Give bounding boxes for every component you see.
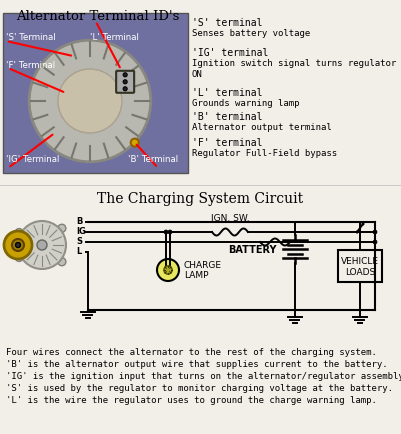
- Circle shape: [372, 230, 376, 234]
- Text: Alternator Terminal ID's: Alternator Terminal ID's: [16, 10, 179, 23]
- Text: 'B' is the alternator output wire that supplies current to the battery.: 'B' is the alternator output wire that s…: [6, 360, 387, 369]
- Text: Alternator output terminal: Alternator output terminal: [192, 123, 331, 132]
- Text: ON: ON: [192, 70, 202, 79]
- Text: S: S: [76, 237, 82, 247]
- Text: The Charging System Circuit: The Charging System Circuit: [97, 192, 302, 206]
- Text: 'S' is used by the regulator to monitor charging voltage at the battery.: 'S' is used by the regulator to monitor …: [6, 384, 392, 393]
- Circle shape: [360, 223, 364, 226]
- Circle shape: [15, 253, 23, 261]
- Circle shape: [16, 243, 20, 247]
- Text: 'B' terminal: 'B' terminal: [192, 112, 262, 122]
- Text: CHARGE: CHARGE: [184, 260, 221, 270]
- Text: 'IG' terminal: 'IG' terminal: [192, 48, 268, 58]
- Circle shape: [58, 258, 66, 266]
- Circle shape: [123, 80, 127, 84]
- Circle shape: [15, 229, 23, 237]
- Text: 'F' terminal: 'F' terminal: [192, 138, 262, 148]
- Circle shape: [157, 259, 178, 281]
- FancyBboxPatch shape: [3, 13, 188, 173]
- Text: LAMP: LAMP: [184, 272, 208, 280]
- Text: Regulator Full-Field bypass: Regulator Full-Field bypass: [192, 149, 336, 158]
- Text: 'B' Terminal: 'B' Terminal: [128, 155, 178, 164]
- Text: 'S' Terminal: 'S' Terminal: [6, 33, 55, 42]
- Text: BATTERY: BATTERY: [228, 245, 276, 255]
- Circle shape: [372, 240, 376, 244]
- Text: 'L' is the wire the regulator uses to ground the charge warning lamp.: 'L' is the wire the regulator uses to gr…: [6, 396, 376, 405]
- Circle shape: [37, 240, 47, 250]
- Text: IGN. SW.: IGN. SW.: [210, 214, 249, 223]
- FancyBboxPatch shape: [116, 71, 134, 93]
- Text: Four wires connect the alternator to the rest of the charging system.: Four wires connect the alternator to the…: [6, 348, 376, 357]
- Text: Senses battery voltage: Senses battery voltage: [192, 29, 310, 38]
- Text: 'F' Terminal: 'F' Terminal: [6, 61, 55, 70]
- Circle shape: [354, 230, 358, 233]
- Text: B: B: [76, 217, 82, 227]
- FancyBboxPatch shape: [337, 250, 381, 282]
- Text: 'IG' Terminal: 'IG' Terminal: [6, 155, 59, 164]
- Circle shape: [18, 221, 66, 269]
- Circle shape: [168, 230, 172, 234]
- Circle shape: [123, 73, 127, 77]
- Text: 'L' terminal: 'L' terminal: [192, 88, 262, 98]
- Text: VEHICLE: VEHICLE: [340, 256, 378, 266]
- Circle shape: [58, 224, 66, 232]
- Text: Grounds warning lamp: Grounds warning lamp: [192, 99, 299, 108]
- Circle shape: [164, 266, 172, 274]
- Circle shape: [123, 87, 127, 91]
- Text: 'S' terminal: 'S' terminal: [192, 18, 262, 28]
- Text: 'IG' is the ignition input that turns on the alternator/regulator assembly.: 'IG' is the ignition input that turns on…: [6, 372, 401, 381]
- Circle shape: [12, 239, 24, 251]
- Text: L: L: [76, 247, 81, 256]
- Circle shape: [29, 40, 150, 162]
- Circle shape: [4, 231, 32, 259]
- Text: IG: IG: [76, 227, 86, 237]
- Circle shape: [130, 138, 138, 147]
- Text: LOADS: LOADS: [344, 268, 374, 277]
- Circle shape: [164, 230, 168, 234]
- Text: Ignition switch signal turns regulator: Ignition switch signal turns regulator: [192, 59, 395, 68]
- Text: 'L' Terminal: 'L' Terminal: [90, 33, 138, 42]
- Circle shape: [58, 69, 122, 133]
